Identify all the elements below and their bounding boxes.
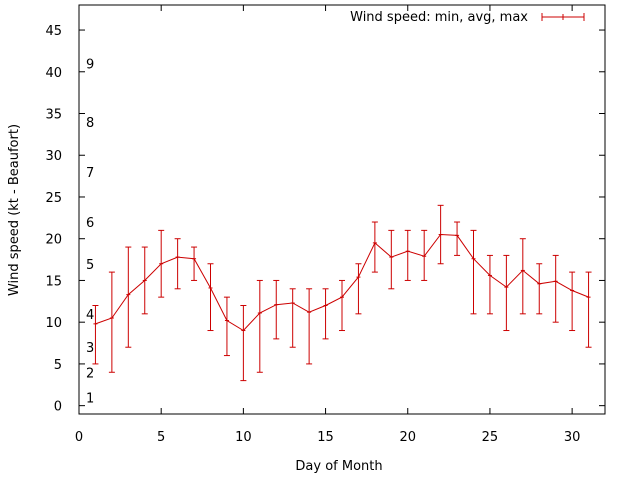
beaufort-label: 5 <box>86 258 94 273</box>
x-tick-label: 30 <box>564 430 581 445</box>
data-point <box>454 221 461 256</box>
series-layer <box>92 204 592 382</box>
data-point <box>207 263 214 332</box>
y-tick-label: 20 <box>45 233 62 248</box>
data-point <box>92 304 99 365</box>
beaufort-label: 6 <box>86 216 94 231</box>
y-tick-label: 15 <box>45 274 62 289</box>
data-point <box>552 254 559 323</box>
x-tick-label: 20 <box>399 430 416 445</box>
x-axis: 0 5 10 15 20 25 30 <box>75 5 581 445</box>
x-tick-label: 25 <box>482 430 499 445</box>
data-point <box>174 238 181 290</box>
data-point <box>355 263 362 315</box>
x-tick-label: 0 <box>75 430 83 445</box>
data-point <box>158 229 165 298</box>
data-point <box>256 279 263 373</box>
data-point <box>519 238 526 315</box>
data-point <box>503 254 510 332</box>
beaufort-label: 2 <box>86 366 94 381</box>
data-point <box>371 221 378 273</box>
data-point <box>289 288 296 348</box>
beaufort-label: 8 <box>86 116 94 131</box>
y-tick-label: 45 <box>45 24 62 39</box>
beaufort-labels: 1 2 3 4 5 6 7 8 9 <box>86 57 94 406</box>
data-point <box>108 271 115 373</box>
data-point <box>585 271 592 348</box>
y-tick-label: 40 <box>45 66 62 81</box>
data-point <box>322 288 329 340</box>
beaufort-label: 9 <box>86 57 94 72</box>
data-point <box>339 279 345 332</box>
data-point <box>569 271 576 332</box>
data-point <box>125 246 132 348</box>
beaufort-label: 4 <box>86 308 94 323</box>
data-point <box>437 204 444 265</box>
data-point <box>223 296 230 357</box>
y-tick-label: 5 <box>54 358 62 373</box>
x-tick-label: 10 <box>235 430 252 445</box>
x-tick-label: 5 <box>157 430 165 445</box>
legend-label: Wind speed: min, avg, max <box>350 10 528 25</box>
y-axis-label: Wind speed (kt - Beaufort) <box>7 124 22 296</box>
legend: Wind speed: min, avg, max <box>350 10 585 25</box>
data-point <box>404 229 411 281</box>
data-point <box>191 246 198 281</box>
data-point <box>306 288 313 365</box>
data-point <box>536 263 543 315</box>
beaufort-label: 7 <box>86 166 94 181</box>
data-point <box>388 229 395 290</box>
y-tick-label: 35 <box>45 108 62 123</box>
y-tick-label: 0 <box>54 400 62 415</box>
x-tick-label: 15 <box>317 430 334 445</box>
data-point <box>470 229 477 315</box>
y-tick-label: 30 <box>45 149 62 164</box>
series-0 <box>92 204 592 382</box>
data-point <box>421 229 428 281</box>
data-point <box>486 254 493 315</box>
beaufort-label: 1 <box>86 391 94 406</box>
y-tick-label: 10 <box>45 316 62 331</box>
y-tick-label: 25 <box>45 191 62 206</box>
data-point <box>273 279 280 340</box>
plot-frame <box>78 4 606 415</box>
beaufort-label: 3 <box>86 341 94 356</box>
x-axis-label: Day of Month <box>295 459 382 474</box>
data-point <box>240 304 247 382</box>
data-point <box>141 246 148 315</box>
